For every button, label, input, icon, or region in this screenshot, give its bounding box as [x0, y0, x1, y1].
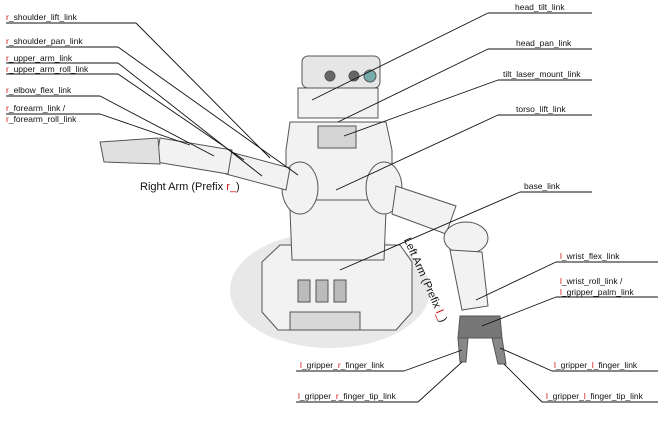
link-name: _shoulder_lift_link [8, 12, 77, 22]
prefix: l [554, 360, 556, 370]
caption-text: ) [235, 181, 240, 193]
side-prefix: r [335, 391, 339, 401]
base-slot [333, 279, 347, 303]
label-r-upper-arm-roll-link: r_upper_arm_roll_link [6, 64, 88, 74]
base-slot [315, 279, 329, 303]
leader-r-shoulder-pan-arrow [117, 46, 299, 176]
left-upper-arm [391, 185, 457, 235]
link-name: _forearm_link / [8, 103, 66, 113]
side-prefix: r [337, 360, 341, 370]
label-r-upper-arm-link: r_upper_arm_link [6, 53, 72, 63]
caption-text: Right Arm (Prefix [140, 181, 227, 193]
side-prefix: l [591, 360, 594, 370]
left-gripper-r-finger [457, 337, 469, 363]
label-r-forearm-link: r_forearm_link / [6, 103, 65, 113]
label-head-pan-link: head_pan_link [516, 38, 572, 48]
prefix: l [560, 276, 562, 286]
left-gripper-palm [457, 315, 503, 339]
leader-l-gripper-r-finger-tip-arrow [417, 361, 463, 403]
prefix: r [6, 85, 9, 95]
label-l-wrist-flex-link: l_wrist_flex_link [560, 251, 620, 261]
link-name: _wrist_roll_link / [561, 276, 623, 286]
leader-l-gripper-r-finger-arrow [403, 349, 463, 372]
prefix: r [6, 64, 9, 74]
link-name: _gripper_ [301, 360, 338, 370]
link-name: _shoulder_pan_link [8, 36, 83, 46]
prefix: r [6, 103, 9, 113]
leader-r-upper-arm-roll-arrow [117, 73, 245, 161]
right-gripper [99, 137, 161, 165]
leader-base-arrow [339, 191, 521, 271]
prefix: r [6, 36, 9, 46]
link-name: _finger_tip_link [338, 391, 396, 401]
label-l-gripper-r-finger-link: l_gripper_r_finger_link [300, 360, 384, 370]
link-name: _finger_link [593, 360, 638, 370]
link-name: _gripper_ [555, 360, 592, 370]
leader-lines [6, 12, 658, 403]
head-tilt [301, 55, 381, 89]
prefix: r [6, 53, 9, 63]
leader-l-gripper-l-finger-arrow [499, 347, 553, 372]
label-r-shoulder-lift-link: r_shoulder_lift_link [6, 12, 77, 22]
link-name: _gripper_palm_link [561, 287, 634, 297]
leader-l-gripper-l-finger-tip-arrow [503, 363, 543, 403]
head-camera [324, 70, 336, 82]
leader-head-pan-arrow [337, 48, 489, 123]
link-name: _gripper_ [299, 391, 336, 401]
label-l-gripper-l-finger-tip-link: l_gripper_l_finger_tip_link [546, 391, 643, 401]
link-name: _elbow_flex_link [8, 85, 72, 95]
prefix: l [560, 287, 562, 297]
label-r-elbow-flex-link: r_elbow_flex_link [6, 85, 71, 95]
left-forearm [449, 249, 489, 311]
label-tilt-laser-mount-link: tilt_laser_mount_link [503, 69, 581, 79]
label-l-gripper-palm-link: l_gripper_palm_link [560, 287, 634, 297]
leader-tilt-laser-arrow [343, 79, 499, 137]
robot-body [99, 55, 507, 365]
prefix: r [6, 114, 9, 124]
label-l-gripper-l-finger-link: l_gripper_l_finger_link [554, 360, 637, 370]
base-vent [289, 311, 361, 331]
label-l-gripper-r-finger-tip-link: l_gripper_r_finger_tip_link [298, 391, 396, 401]
link-name: _finger_tip_link [585, 391, 643, 401]
leader-r-elbow-flex-arrow [99, 95, 215, 157]
label-torso-lift-link: torso_lift_link [516, 104, 566, 114]
leader-l-wrist-flex-arrow [475, 261, 557, 301]
link-name: _forearm_roll_link [8, 114, 77, 124]
link-name: _upper_arm_roll_link [8, 64, 89, 74]
prefix: l [560, 251, 562, 261]
label-l-wrist-roll-link: l_wrist_roll_link / [560, 276, 622, 286]
leader-r-upper-arm-arrow [117, 62, 263, 177]
prefix: r [6, 12, 9, 22]
label-base-link: base_link [524, 181, 560, 191]
link-name: _gripper_ [547, 391, 584, 401]
left-elbow [443, 221, 489, 255]
label-r-forearm-roll-link: r_forearm_roll_link [6, 114, 76, 124]
link-name: _upper_arm_link [8, 53, 73, 63]
prefix: l [546, 391, 548, 401]
leader-r-forearm-arrow [99, 113, 191, 146]
caption-right-arm: Right Arm (Prefix r_) [140, 181, 240, 193]
head-pan-base [297, 87, 379, 119]
prefix: l [298, 391, 300, 401]
leader-l-wrist-roll-arrow [481, 296, 557, 327]
caption-prefix: r_ [226, 181, 236, 193]
prefix: l [300, 360, 302, 370]
link-name: _wrist_flex_link [561, 251, 620, 261]
tilt-laser-mount [317, 125, 357, 149]
label-head-tilt-link: head_tilt_link [515, 2, 565, 12]
base-slot [297, 279, 311, 303]
link-name: _finger_link [340, 360, 385, 370]
leader-head-tilt-arrow [311, 12, 489, 101]
side-prefix: l [583, 391, 586, 401]
left-gripper-l-finger [491, 337, 507, 365]
label-r-shoulder-pan-link: r_shoulder_pan_link [6, 36, 83, 46]
leader-torso-lift-arrow [335, 114, 499, 191]
leader-r-shoulder-lift-arrow [135, 22, 271, 159]
